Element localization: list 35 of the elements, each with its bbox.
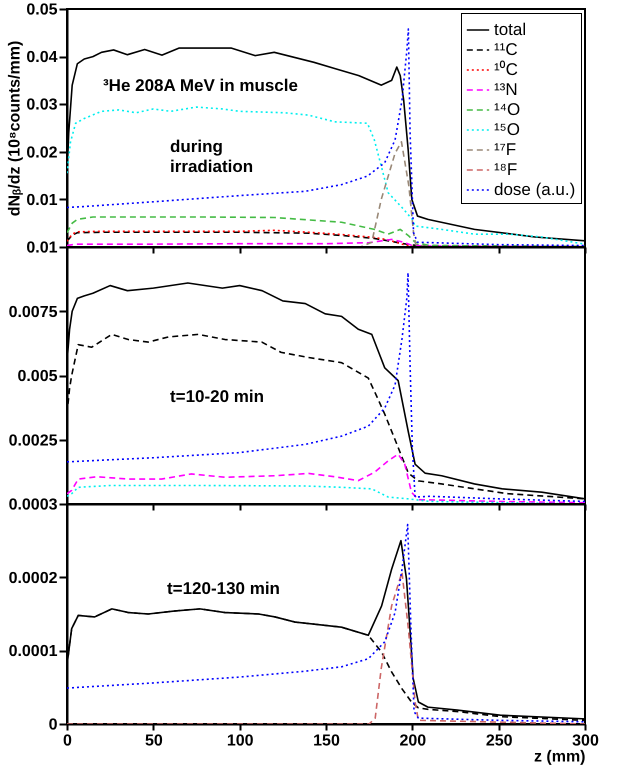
y-tick-label: 0.01 <box>26 240 58 256</box>
y-tick-label: 0.0002 <box>8 570 58 587</box>
x-tick-label: 0 <box>63 732 72 750</box>
x-tick-label: 250 <box>486 732 513 750</box>
annotation: t=10-20 min <box>170 387 264 406</box>
annotation: t=120-130 min <box>167 579 280 598</box>
x-tick-label: 200 <box>399 732 426 750</box>
x-tick-label: 50 <box>144 732 163 750</box>
legend-label: ¹⁸F <box>494 160 518 179</box>
legend-label: ¹¹C <box>494 40 518 59</box>
y-tick-label: 0.0001 <box>8 643 58 660</box>
y-axis-title: dNᵦ/dz (10⁸counts/mm) <box>6 40 24 216</box>
annotation: during irradiation <box>170 137 254 176</box>
y-tick-label: 0 <box>48 716 58 734</box>
legend-label: total <box>494 20 526 39</box>
y-tick-label: 0.04 <box>26 49 58 66</box>
y-tick-label: 0.005 <box>17 368 58 385</box>
legend-label: ¹⁷F <box>494 140 516 159</box>
legend-label: ¹⁰C <box>494 60 518 79</box>
legend-label: dose (a.u.) <box>494 180 576 199</box>
y-tick-label: 0.03 <box>26 96 58 114</box>
legend-label: ¹⁵O <box>494 120 520 139</box>
x-tick-label: 300 <box>572 732 599 750</box>
y-tick-label: 0.0025 <box>8 432 58 450</box>
y-tick-label: 0.0003 <box>8 496 58 514</box>
annotation: ³He 208A MeV in muscle <box>103 76 298 95</box>
legend-label: ¹³N <box>494 80 518 99</box>
x-tick-label: 100 <box>226 732 254 750</box>
x-axis-title: z (mm) <box>534 748 586 766</box>
y-tick-label: 0.01 <box>26 192 58 209</box>
legend-label: ¹⁴O <box>494 100 520 119</box>
y-tick-label: 0.05 <box>26 2 58 18</box>
x-tick-label: 150 <box>313 732 340 750</box>
y-tick-label: 0.0075 <box>8 304 58 321</box>
y-tick-label: 0.02 <box>26 144 58 162</box>
